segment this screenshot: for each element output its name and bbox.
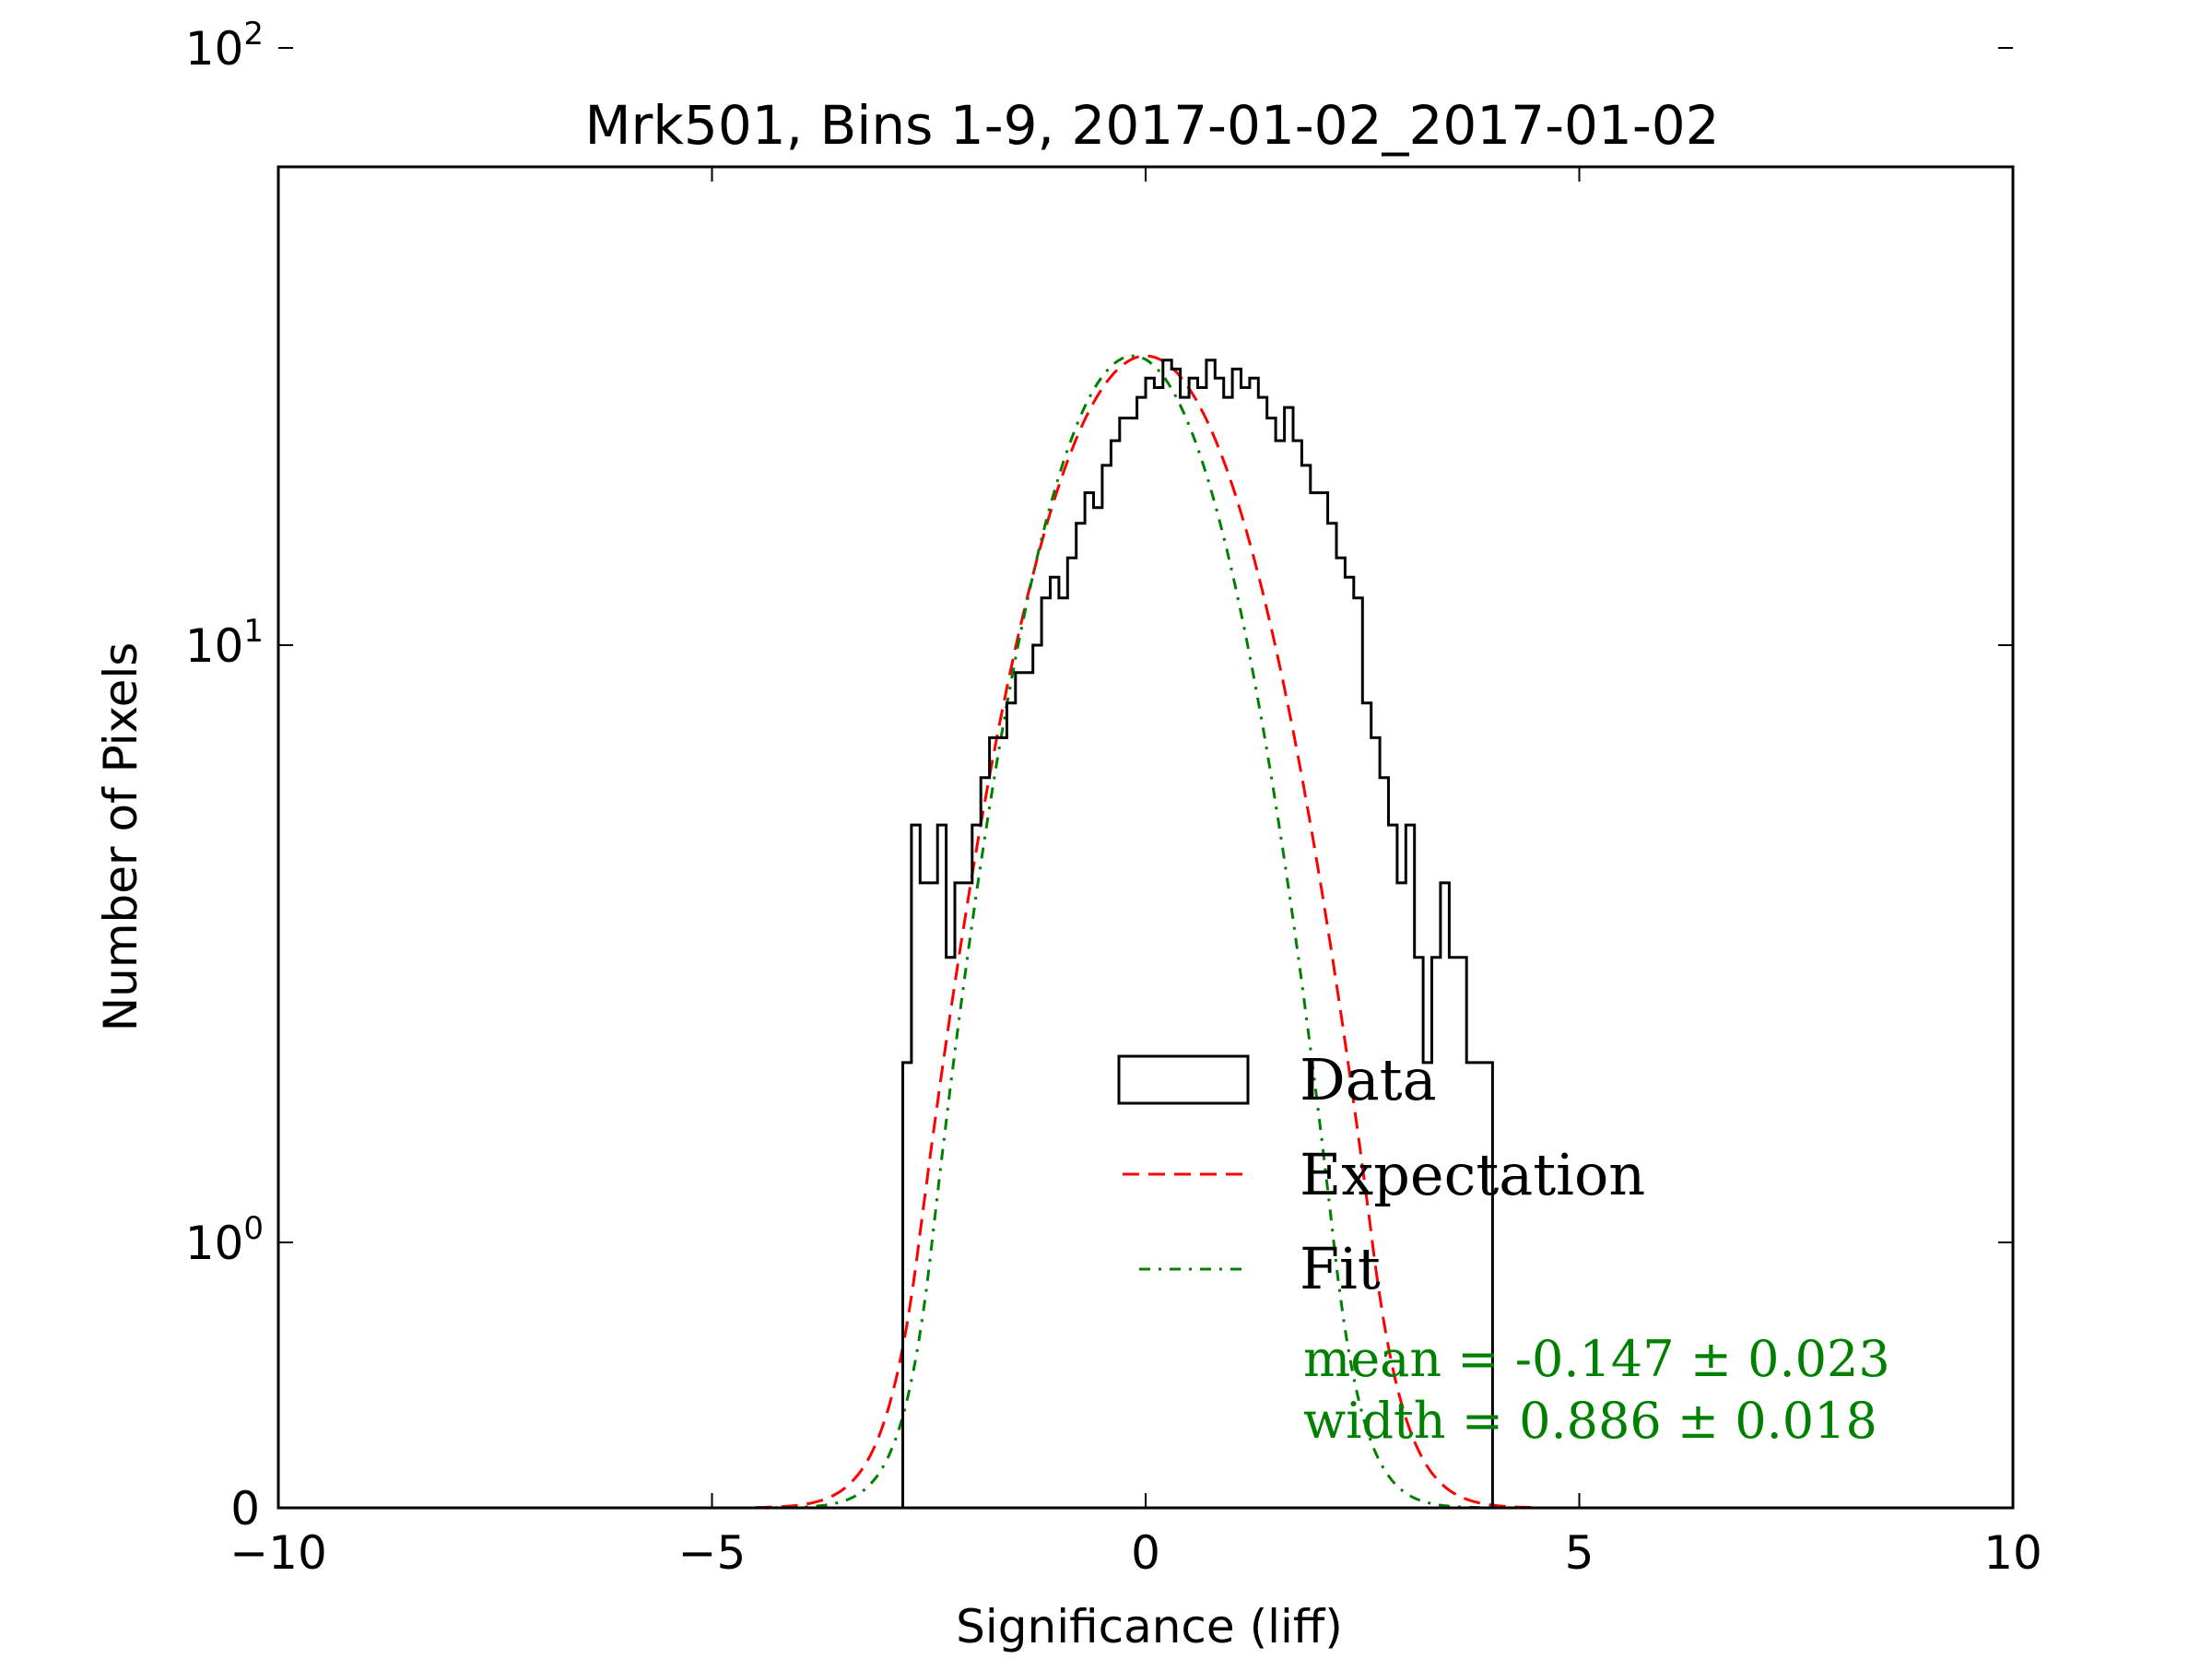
legend-label-fit: Fit bbox=[1300, 1235, 1381, 1302]
model-curves bbox=[755, 354, 1536, 1510]
histogram-outline bbox=[901, 359, 1494, 1508]
x-tick-label: 0 bbox=[1131, 1526, 1160, 1580]
y-axis-label: Number of Pixels bbox=[94, 642, 147, 1032]
curve-expectation bbox=[755, 354, 1536, 1510]
legend-label-data: Data bbox=[1300, 1046, 1437, 1113]
x-tick-label: 5 bbox=[1565, 1526, 1594, 1580]
legend-data-patch bbox=[1117, 1054, 1250, 1105]
fit-width-annotation: width = 0.886 ± 0.018 bbox=[1303, 1392, 1877, 1450]
legend-label-expectation: Expectation bbox=[1300, 1141, 1645, 1208]
x-tick-label: −10 bbox=[229, 1526, 327, 1580]
chart-title: Mrk501, Bins 1-9, 2017-01-02_2017-01-02 bbox=[584, 94, 1719, 157]
data-histogram bbox=[901, 359, 1494, 1508]
x-tick-label: −5 bbox=[678, 1526, 747, 1580]
y-tick-label: 0 bbox=[230, 1482, 260, 1535]
x-axis-label: Significance (liff) bbox=[956, 1600, 1343, 1653]
fit-mean-annotation: mean = -0.147 ± 0.023 bbox=[1303, 1330, 1890, 1388]
x-axis-ticks: −10 −5 0 5 10 bbox=[229, 167, 2042, 1580]
curve-fit bbox=[755, 354, 1536, 1510]
x-tick-label: 10 bbox=[1983, 1526, 2042, 1580]
legend: Data Expectation Fit bbox=[1117, 1046, 1645, 1302]
